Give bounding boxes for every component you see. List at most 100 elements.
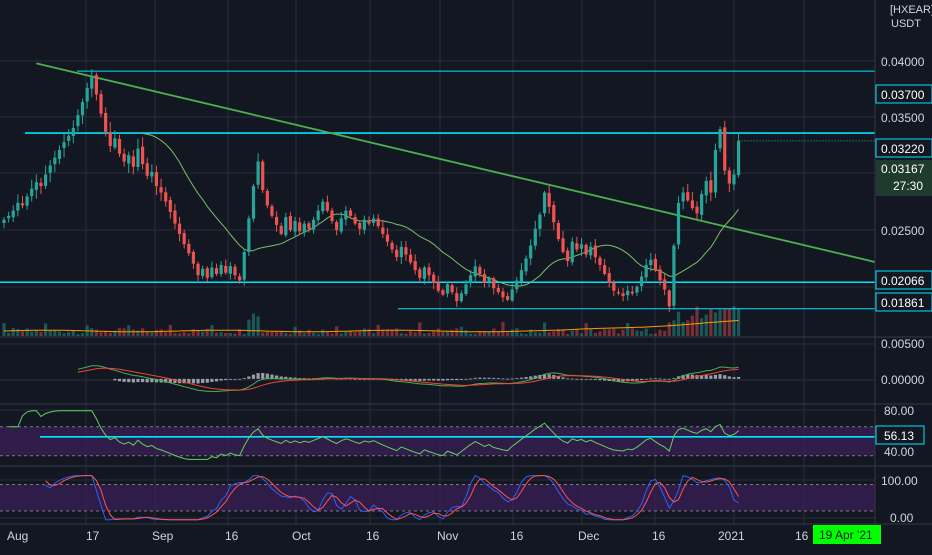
candle[interactable]	[723, 120, 727, 175]
candle[interactable]	[48, 160, 52, 183]
candle[interactable]	[663, 273, 667, 296]
candle[interactable]	[441, 288, 445, 297]
candle[interactable]	[159, 178, 163, 201]
candle[interactable]	[25, 193, 29, 210]
macd-pane[interactable]	[77, 365, 741, 393]
candle[interactable]	[603, 259, 607, 276]
candle[interactable]	[552, 201, 556, 231]
candle[interactable]	[736, 132, 741, 178]
candle[interactable]	[39, 177, 43, 194]
candle[interactable]	[464, 279, 468, 297]
candle[interactable]	[616, 288, 621, 296]
candle[interactable]	[238, 273, 242, 284]
candle[interactable]	[561, 230, 565, 254]
candle[interactable]	[325, 195, 329, 213]
candle[interactable]	[455, 287, 459, 307]
candle[interactable]	[478, 264, 482, 278]
candle[interactable]	[381, 219, 385, 238]
candle[interactable]	[376, 214, 380, 229]
candle[interactable]	[362, 215, 366, 235]
candle[interactable]	[113, 130, 117, 150]
candle[interactable]	[556, 220, 560, 242]
candle[interactable]	[538, 212, 542, 237]
candle[interactable]	[482, 269, 487, 288]
candle[interactable]	[672, 243, 676, 310]
pane-separators[interactable]	[0, 0, 932, 525]
candle[interactable]	[667, 289, 671, 313]
candle[interactable]	[233, 264, 237, 280]
candle[interactable]	[298, 217, 302, 235]
candle[interactable]	[413, 254, 417, 275]
candle[interactable]	[20, 195, 25, 209]
candle[interactable]	[210, 261, 214, 280]
candle[interactable]	[681, 187, 685, 210]
candle[interactable]	[487, 276, 491, 288]
candle[interactable]	[524, 255, 528, 276]
time-axis[interactable]: Aug 17 Sep 16 Oct 16 Nov 16 Dec 16 2021 …	[7, 525, 881, 544]
candle[interactable]	[270, 203, 274, 219]
candle[interactable]	[450, 281, 454, 295]
candle[interactable]	[330, 207, 334, 224]
candle[interactable]	[99, 90, 103, 118]
candle[interactable]	[676, 196, 681, 249]
candle[interactable]	[104, 107, 108, 137]
candle[interactable]	[214, 263, 219, 276]
candle[interactable]	[71, 120, 75, 144]
candle[interactable]	[279, 222, 283, 236]
candle[interactable]	[492, 276, 496, 295]
candle[interactable]	[224, 259, 228, 275]
candle[interactable]	[150, 164, 154, 183]
candle[interactable]	[515, 276, 519, 294]
candle[interactable]	[168, 196, 172, 219]
candle[interactable]	[547, 185, 551, 214]
candle[interactable]	[501, 287, 505, 302]
candle[interactable]	[459, 290, 463, 303]
candle[interactable]	[11, 205, 15, 222]
candle[interactable]	[589, 241, 593, 260]
candle[interactable]	[256, 153, 260, 189]
candle[interactable]	[584, 243, 588, 258]
candle[interactable]	[145, 157, 149, 180]
candle[interactable]	[187, 239, 191, 257]
candle[interactable]	[108, 121, 112, 153]
candle[interactable]	[385, 227, 390, 247]
candle[interactable]	[575, 236, 579, 253]
candle[interactable]	[177, 216, 182, 242]
candle[interactable]	[201, 265, 205, 279]
candle[interactable]	[173, 204, 177, 230]
candle[interactable]	[399, 240, 403, 265]
candle[interactable]	[284, 212, 288, 238]
candle[interactable]	[713, 143, 718, 198]
candle[interactable]	[732, 169, 736, 191]
candle[interactable]	[30, 179, 34, 202]
candle[interactable]	[196, 261, 200, 281]
candle[interactable]	[519, 263, 524, 286]
candle[interactable]	[533, 220, 537, 250]
candle[interactable]	[372, 214, 376, 227]
candle[interactable]	[358, 220, 362, 236]
candlesticks[interactable]	[2, 69, 741, 313]
candle[interactable]	[635, 285, 639, 297]
candle[interactable]	[649, 252, 653, 272]
candle[interactable]	[390, 240, 394, 254]
candle[interactable]	[353, 213, 357, 226]
candle[interactable]	[191, 249, 196, 270]
candle[interactable]	[418, 266, 422, 284]
candle[interactable]	[529, 239, 533, 266]
candle[interactable]	[242, 249, 246, 286]
candle[interactable]	[505, 292, 510, 302]
candle[interactable]	[127, 151, 131, 174]
candle[interactable]	[141, 137, 145, 170]
candle[interactable]	[251, 183, 256, 222]
candle[interactable]	[653, 254, 658, 272]
candle[interactable]	[639, 271, 644, 292]
candle[interactable]	[473, 259, 477, 283]
candle[interactable]	[626, 285, 630, 301]
candle[interactable]	[67, 129, 71, 147]
candle[interactable]	[122, 148, 126, 167]
candle[interactable]	[302, 220, 306, 237]
candle[interactable]	[76, 109, 80, 131]
price-axis[interactable]: [HXEAR] USDT 0.04000 0.03500 0.02500 0.0…	[875, 4, 932, 525]
